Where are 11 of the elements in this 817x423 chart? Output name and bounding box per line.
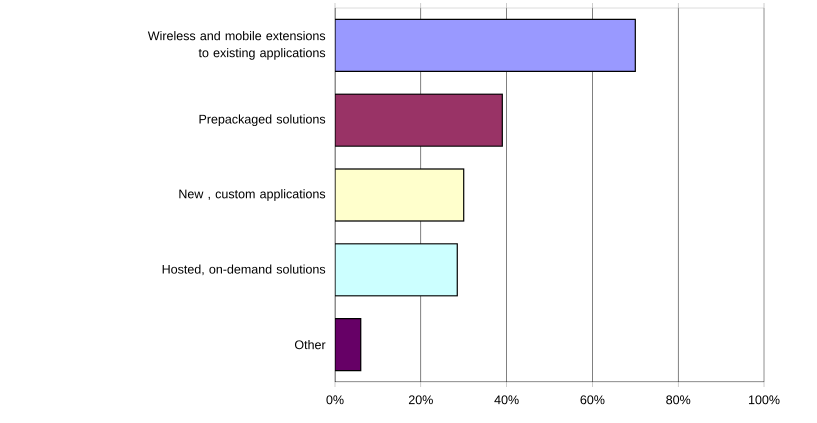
x-tick-label: 60% [580, 395, 604, 404]
y-tick-label: New , custom applications [179, 189, 326, 201]
y-tick-label: Hosted, on-demand solutions [162, 264, 326, 276]
x-tick-label: 20% [408, 395, 433, 404]
x-tick-label: 80% [666, 395, 690, 404]
y-tick-label: Wireless and mobile extensions to existing applications [148, 31, 326, 60]
x-tick-label: 40% [494, 395, 519, 404]
y-tick-label: Prepackaged solutions [200, 114, 326, 126]
x-tick-label: 0% [326, 395, 344, 404]
x-tick-label: 100% [748, 395, 780, 404]
y-tick-label: Other [294, 340, 326, 350]
